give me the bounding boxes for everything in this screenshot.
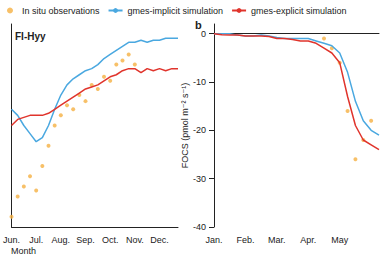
svg-text:0: 0 [201, 29, 206, 39]
svg-text:Mar.: Mar. [268, 235, 286, 245]
svg-text:FOCS (pmol m⁻² s⁻¹): FOCS (pmol m⁻² s⁻¹) [180, 83, 190, 169]
svg-text:Dec.: Dec. [150, 235, 169, 245]
svg-text:-10: -10 [193, 77, 206, 87]
svg-text:Oct.: Oct. [102, 235, 119, 245]
svg-text:Jan.: Jan. [205, 235, 222, 245]
svg-text:Sep.: Sep. [76, 235, 95, 245]
svg-text:Jun.: Jun. [3, 235, 20, 245]
svg-text:gmes-explicit simulation: gmes-explicit simulation [251, 6, 347, 16]
svg-text:In situ observations: In situ observations [22, 6, 100, 16]
svg-text:-20: -20 [193, 125, 206, 135]
svg-text:-40: -40 [193, 222, 206, 232]
svg-text:gmes-implicit simulation: gmes-implicit simulation [128, 6, 224, 16]
svg-text:Month: Month [11, 246, 36, 255]
svg-text:b: b [195, 19, 202, 31]
svg-text:Feb.: Feb. [236, 235, 254, 245]
svg-text:Aug.: Aug. [52, 235, 71, 245]
svg-text:May: May [331, 235, 349, 245]
svg-text:-30: -30 [193, 174, 206, 184]
svg-text:Nov.: Nov. [126, 235, 144, 245]
svg-text:Apr.: Apr. [300, 235, 316, 245]
svg-text:Jul.: Jul. [29, 235, 43, 245]
svg-text:FI-Hyy: FI-Hyy [15, 31, 46, 42]
